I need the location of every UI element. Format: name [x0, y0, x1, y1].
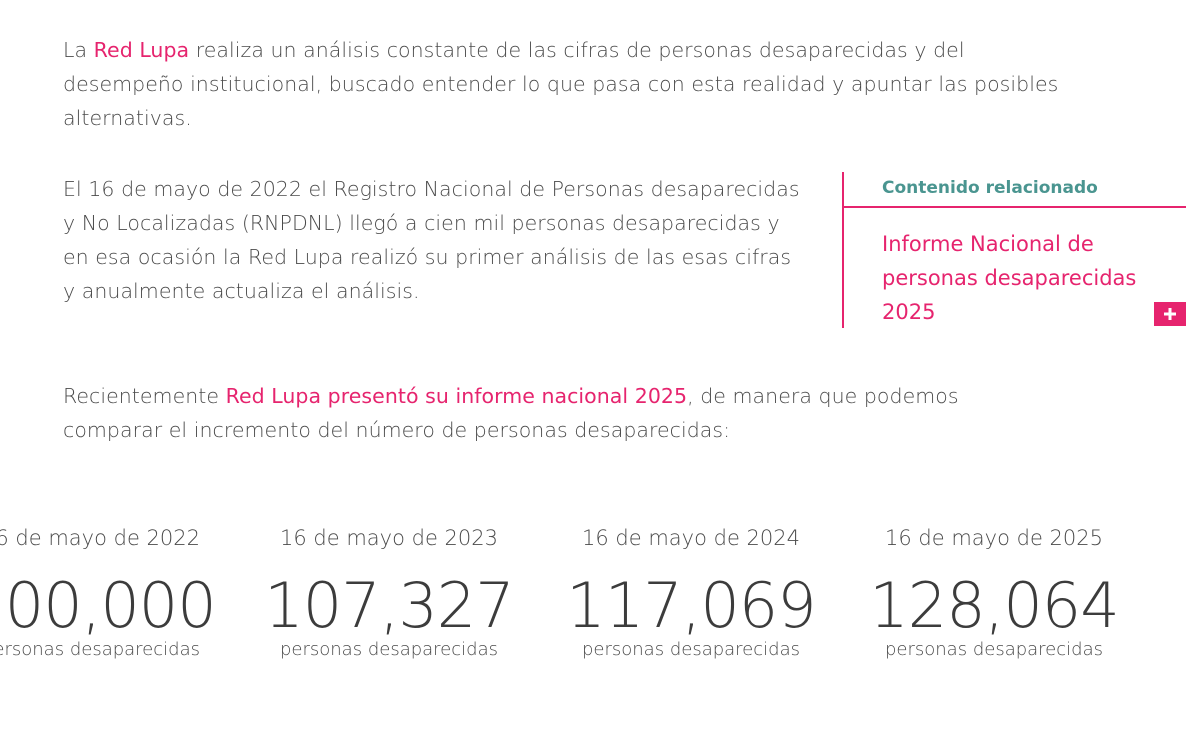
related-content-box: Contenido relacionado Informe Nacional d…: [842, 172, 1186, 328]
stat-caption: personas desaparecidas: [581, 639, 800, 660]
stat-number: 117,069: [566, 569, 816, 642]
recent-paragraph: Recientemente Red Lupa presentó su infor…: [63, 379, 963, 447]
intro-prefix: La: [63, 38, 94, 62]
related-content-heading: Contenido relacionado: [882, 178, 1098, 198]
stat-2022: 16 de mayo de 2022 100,000 personas desa…: [0, 520, 241, 662]
stat-date: 16 de mayo de 2023: [280, 526, 498, 550]
stat-2025: 16 de mayo de 2025 128,064 personas desa…: [844, 520, 1144, 662]
plus-icon: [1164, 308, 1176, 320]
related-report-link[interactable]: Informe Nacional de personas desaparecid…: [882, 232, 1137, 324]
stat-date: 16 de mayo de 2025: [885, 526, 1103, 550]
stat-number: 107,327: [264, 569, 514, 642]
red-lupa-link[interactable]: Red Lupa: [93, 38, 190, 62]
intro-paragraph: La Red Lupa realiza un análisis constant…: [63, 33, 1063, 135]
stat-caption: personas desaparecidas: [279, 639, 498, 660]
stat-date: 16 de mayo de 2024: [582, 526, 800, 550]
stat-number: 128,064: [869, 569, 1119, 642]
recent-prefix: Recientemente: [63, 384, 226, 408]
stat-number: 100,000: [0, 569, 217, 642]
milestone-paragraph: El 16 de mayo de 2022 el Registro Nacion…: [63, 177, 800, 303]
stat-caption: personas desaparecidas: [0, 639, 200, 660]
stat-date: 16 de mayo de 2022: [0, 526, 200, 550]
informe-nacional-link[interactable]: Red Lupa presentó su informe nacional 20…: [225, 384, 688, 408]
related-divider: [844, 206, 1186, 208]
stat-caption: personas desaparecidas: [884, 639, 1103, 660]
stat-2023: 16 de mayo de 2023 107,327 personas desa…: [239, 520, 539, 662]
expand-related-button[interactable]: [1154, 302, 1186, 326]
recent-suffix: , de manera que podemos comparar el incr…: [63, 384, 959, 442]
stat-2024: 16 de mayo de 2024 117,069 personas desa…: [541, 520, 841, 662]
intro-suffix: realiza un análisis constante de las cif…: [63, 38, 1059, 130]
